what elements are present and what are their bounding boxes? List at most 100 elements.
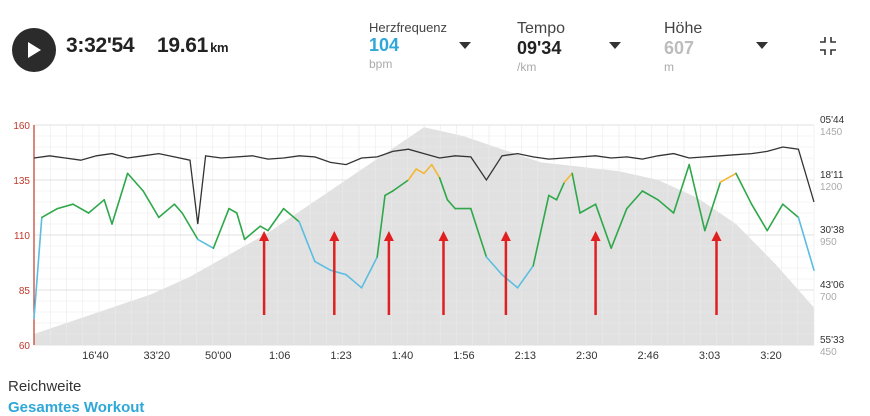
heart-rate-segment (236, 212, 246, 241)
heart-rate-segment (313, 260, 332, 271)
heart-rate-segment (384, 190, 394, 197)
x-tick-label: 3:03 (699, 350, 720, 362)
x-tick-label: 33'20 (144, 350, 171, 362)
y-right-altitude-tick-label: 1450 (820, 127, 843, 138)
annotation-arrow-head (711, 231, 722, 241)
heart-rate-segment (33, 216, 43, 320)
heart-rate-segment (430, 163, 441, 179)
heart-rate-segment (376, 194, 386, 258)
heart-rate-segment (212, 207, 230, 249)
heart-rate-segment (657, 199, 675, 214)
y-left-tick-label: 160 (13, 121, 30, 132)
range-label: Reichweite (8, 378, 82, 395)
heart-rate-segment (781, 203, 800, 219)
heart-rate-segment (610, 207, 628, 249)
heart-rate-segment (547, 194, 558, 201)
heart-rate-segment (181, 212, 199, 241)
heart-rate-segment (719, 172, 737, 183)
chevron-down-icon[interactable] (609, 42, 621, 49)
heart-rate-segment (345, 273, 363, 289)
distance-unit: km (210, 40, 229, 55)
y-right-pace-tick-label: 05'44 (820, 115, 845, 126)
heart-rate-segment (501, 273, 519, 289)
x-tick-label: 2:13 (515, 350, 536, 362)
chevron-down-icon[interactable] (756, 42, 768, 49)
metric-pace-label: Tempo (517, 20, 566, 37)
heart-rate-segment (555, 181, 566, 201)
x-tick-label: 50'00 (205, 350, 232, 362)
heart-rate-segment (641, 190, 659, 201)
y-right-pace-tick-label: 18'11 (820, 170, 844, 181)
x-tick-label: 1:40 (392, 350, 413, 362)
annotation-arrow-head (259, 231, 270, 241)
heart-rate-segment (282, 207, 301, 223)
play-icon (28, 42, 41, 58)
metric-altitude-value: 607 (664, 38, 695, 58)
metric-heart-rate[interactable]: Herzfrequenz 104 bpm (369, 20, 471, 71)
annotation-arrow-head (383, 231, 394, 241)
heart-rate-segment (594, 203, 613, 249)
distance-value: 19.61 (157, 34, 209, 57)
heart-rate-segment (532, 194, 550, 267)
heart-rate-segment (735, 172, 753, 205)
metric-pace-value: 09'34 (517, 38, 562, 58)
heart-rate-segment (516, 265, 535, 289)
annotation-arrow-head (590, 231, 601, 241)
heart-rate-segment (259, 225, 269, 232)
heart-rate-segment (750, 203, 769, 232)
y-left-tick-label: 60 (19, 341, 31, 352)
x-tick-label: 1:56 (453, 350, 474, 362)
y-right-altitude-tick-label: 1200 (820, 182, 843, 193)
metric-pace[interactable]: Tempo 09'34 /km (517, 20, 621, 74)
chevron-down-icon[interactable] (459, 42, 471, 49)
y-right-altitude-tick-label: 450 (820, 347, 837, 358)
heart-rate-segment (672, 163, 691, 214)
heart-rate-segment (391, 179, 410, 192)
y-right-pace-tick-label: 43'06 (820, 280, 845, 291)
range-selector[interactable]: Gesamtes Workout (8, 399, 145, 416)
x-tick-label: 2:30 (576, 350, 597, 362)
heart-rate-segment (40, 207, 59, 219)
heart-rate-segment (360, 256, 379, 289)
heart-rate-segment (625, 190, 644, 210)
heart-rate-segment (688, 163, 706, 232)
collapse-icon[interactable] (816, 34, 840, 58)
heart-rate-segment (703, 181, 722, 232)
y-right-altitude-tick-label: 950 (820, 237, 837, 248)
heart-rate-segment (126, 172, 144, 192)
heart-rate-segment (571, 172, 581, 214)
x-tick-label: 3:20 (760, 350, 781, 362)
annotation-arrow-head (500, 231, 511, 241)
pace-line (33, 146, 815, 225)
y-right-pace-tick-label: 30'38 (820, 225, 845, 236)
metric-altitude-label: Höhe (664, 20, 703, 37)
heart-rate-segment (87, 199, 105, 214)
annotation-arrow-head (329, 231, 340, 241)
metric-altitude[interactable]: Höhe 607 m (664, 20, 768, 74)
heart-rate-segment (298, 221, 316, 263)
x-tick-label: 1:23 (330, 350, 351, 362)
heart-rate-segment (158, 203, 176, 219)
metric-heart-rate-unit: bpm (369, 57, 393, 71)
workout-chart-svg: 160 135 110 85 60 05'44 18'11 30'38 43'06 55'33 14… (13, 115, 845, 362)
x-tick-label: 1:06 (269, 350, 290, 362)
y-right-altitude-tick-label: 700 (820, 292, 837, 303)
heart-rate-segment (766, 203, 784, 232)
y-right-pace-tick-label: 55'33 (820, 335, 845, 346)
play-button[interactable] (12, 28, 56, 72)
heart-rate-segment (111, 172, 129, 225)
heart-rate-segment (407, 168, 418, 181)
heart-rate-segment (485, 256, 503, 276)
heart-rate-segment (173, 203, 183, 214)
metric-heart-rate-label: Herzfrequenz (369, 20, 448, 35)
heart-rate-segment (243, 225, 262, 241)
y-left-tick-label: 85 (19, 286, 31, 297)
x-tick-label: 2:46 (637, 350, 658, 362)
heart-rate-segment (228, 207, 238, 214)
heart-rate-segment (72, 203, 90, 214)
workout-chart[interactable]: 160 135 110 85 60 05'44 18'11 30'38 43'06 55'33 14… (0, 105, 870, 370)
heart-rate-segment (197, 238, 215, 249)
metric-pace-unit: /km (517, 60, 537, 74)
heart-rate-segment (438, 177, 449, 201)
workout-duration: 3:32'54 (66, 34, 135, 57)
